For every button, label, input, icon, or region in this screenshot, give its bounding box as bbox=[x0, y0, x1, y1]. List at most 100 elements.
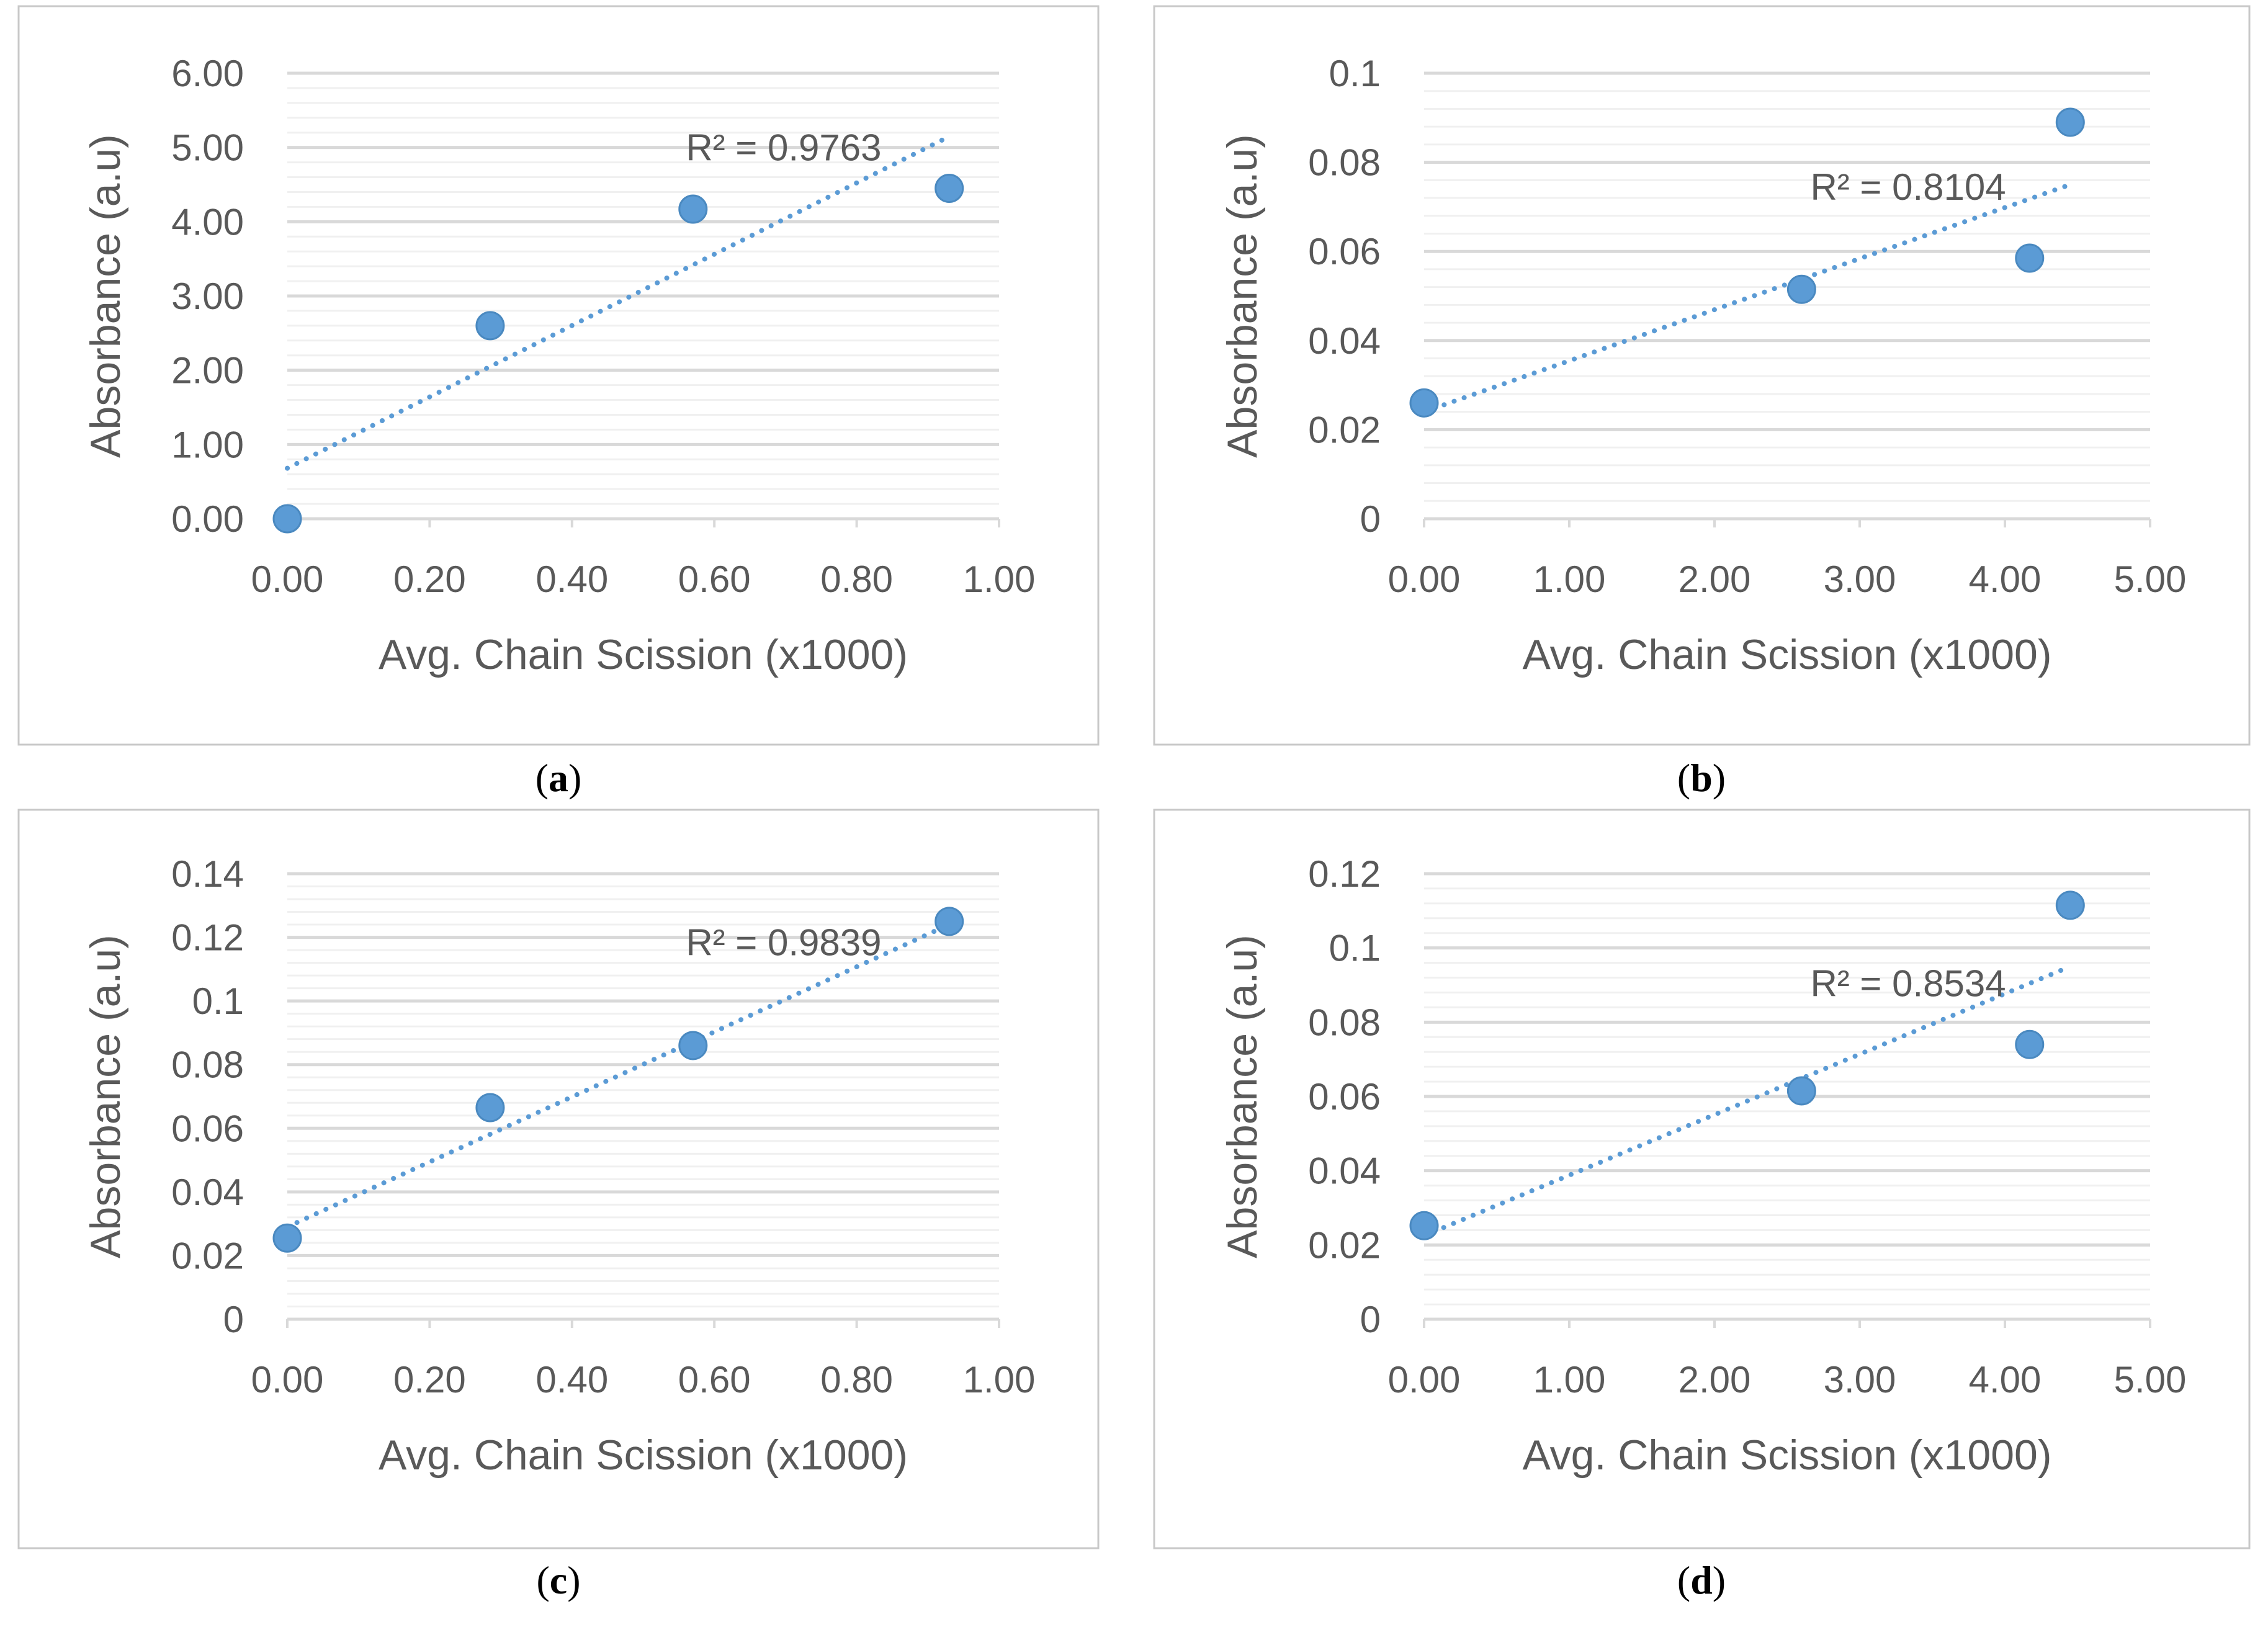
x-tick-label: 0.20 bbox=[393, 1359, 466, 1401]
data-point bbox=[2055, 890, 2085, 920]
x-tick-label: 0.40 bbox=[536, 1359, 608, 1401]
x-tick-label: 0.60 bbox=[678, 558, 751, 600]
y-tick-label: 0 bbox=[223, 1299, 244, 1340]
x-tick-label: 4.00 bbox=[1969, 558, 2042, 600]
x-tick-label: 5.00 bbox=[2114, 1359, 2187, 1401]
data-point bbox=[935, 173, 964, 203]
y-tick-label: 3.00 bbox=[171, 276, 244, 317]
data-point bbox=[678, 1031, 708, 1060]
x-tick-label: 0.00 bbox=[251, 1359, 324, 1401]
x-tick-label: 0.80 bbox=[820, 1359, 893, 1401]
data-point bbox=[935, 907, 964, 936]
y-tick-label: 0.14 bbox=[171, 853, 244, 895]
data-point bbox=[1786, 274, 1816, 304]
x-tick-label: 1.00 bbox=[1533, 1359, 1606, 1401]
y-tick-label: 0.1 bbox=[1329, 928, 1381, 969]
caption-letter: b bbox=[1690, 756, 1713, 800]
data-point bbox=[1409, 388, 1439, 418]
caption-close-paren: ) bbox=[1713, 756, 1726, 800]
caption-letter: d bbox=[1690, 1558, 1713, 1602]
x-axis-title: Avg. Chain Scission (x1000) bbox=[379, 631, 908, 678]
y-axis-title: Absorbance (a.u) bbox=[82, 935, 129, 1258]
r-squared-label: R² = 0.8534 bbox=[1810, 963, 2006, 1005]
r-squared-label: R² = 0.9839 bbox=[686, 921, 881, 963]
y-axis-title: Absorbance (a.u) bbox=[1219, 134, 1266, 458]
y-tick-label: 0.1 bbox=[1329, 53, 1381, 94]
x-tick-label: 1.00 bbox=[1533, 558, 1606, 600]
x-tick-label: 4.00 bbox=[1969, 1359, 2042, 1401]
x-tick-label: 1.00 bbox=[963, 558, 1036, 600]
chart-panel-c: 0 0.02 0.04 0.06 0.08 0.1 0.12 0.14 0.00 0.20 0.40… bbox=[17, 809, 1100, 1602]
r-squared-label: R² = 0.8104 bbox=[1810, 166, 2006, 208]
x-tick-label: 0.20 bbox=[393, 558, 466, 600]
x-axis-title: Avg. Chain Scission (x1000) bbox=[1523, 631, 2052, 678]
chart-panel-a: 0.00 1.00 2.00 3.00 4.00 5.00 6.00 0.00 0.20 0.40… bbox=[17, 5, 1100, 800]
y-tick-label: 1.00 bbox=[171, 424, 244, 465]
x-tick-label: 0.00 bbox=[1388, 1359, 1461, 1401]
y-tick-label: 0 bbox=[1360, 1299, 1381, 1340]
y-tick-label: 0.12 bbox=[1308, 853, 1381, 895]
panel-caption: (a) bbox=[536, 756, 582, 800]
x-axis-title: Avg. Chain Scission (x1000) bbox=[1523, 1432, 2052, 1479]
caption-letter: c bbox=[550, 1558, 567, 1602]
caption-open-paren: ( bbox=[1677, 1558, 1690, 1602]
y-tick-label: 0 bbox=[1360, 498, 1381, 540]
x-axis-title: Avg. Chain Scission (x1000) bbox=[379, 1432, 908, 1479]
x-tick-label: 0.00 bbox=[251, 558, 324, 600]
r-squared-label: R² = 0.9763 bbox=[686, 127, 881, 169]
trendline bbox=[1422, 964, 2073, 1239]
x-tick-label: 0.80 bbox=[820, 558, 893, 600]
panel-caption: (d) bbox=[1677, 1558, 1726, 1602]
x-tick-label: 2.00 bbox=[1679, 558, 1751, 600]
caption-close-paren: ) bbox=[567, 1558, 580, 1602]
data-point bbox=[2055, 107, 2085, 137]
data-point bbox=[2015, 1029, 2045, 1059]
data-point bbox=[475, 1093, 505, 1123]
panel-caption: (c) bbox=[536, 1558, 580, 1602]
caption-open-paren: ( bbox=[536, 1558, 549, 1602]
y-tick-label: 0.1 bbox=[192, 980, 244, 1022]
data-point bbox=[1409, 1211, 1439, 1240]
data-point bbox=[2015, 243, 2045, 273]
x-tick-label: 3.00 bbox=[1824, 558, 1896, 600]
y-tick-label: 0.08 bbox=[1308, 1002, 1381, 1043]
y-tick-label: 0.12 bbox=[171, 917, 244, 959]
chart-panel-d: 0 0.02 0.04 0.06 0.08 0.1 0.12 0.00 1.00 2.00 3.00… bbox=[1153, 809, 2251, 1602]
x-tick-label: 0.60 bbox=[678, 1359, 751, 1401]
x-tick-label: 0.00 bbox=[1388, 558, 1461, 600]
y-tick-label: 0.02 bbox=[171, 1235, 244, 1276]
y-axis-title: Absorbance (a.u) bbox=[1219, 935, 1266, 1258]
data-point bbox=[272, 504, 302, 534]
x-tick-label: 1.00 bbox=[963, 1359, 1036, 1401]
data-point bbox=[1786, 1076, 1816, 1106]
y-tick-label: 0.04 bbox=[171, 1172, 244, 1213]
panel-caption: (b) bbox=[1677, 756, 1726, 800]
y-tick-label: 0.02 bbox=[1308, 409, 1381, 450]
caption-letter: a bbox=[549, 756, 568, 800]
y-tick-label: 0.04 bbox=[1308, 1150, 1381, 1192]
x-tick-label: 3.00 bbox=[1824, 1359, 1896, 1401]
y-tick-label: 0.06 bbox=[1308, 1076, 1381, 1118]
y-tick-label: 0.02 bbox=[1308, 1224, 1381, 1266]
trendline bbox=[285, 925, 945, 1230]
data-point bbox=[475, 311, 505, 341]
y-tick-label: 0.04 bbox=[1308, 320, 1381, 362]
caption-open-paren: ( bbox=[1677, 756, 1690, 800]
y-tick-label: 5.00 bbox=[171, 127, 244, 169]
y-tick-label: 6.00 bbox=[171, 53, 244, 94]
data-point bbox=[678, 194, 708, 224]
chart-panel-b: 0 0.02 0.04 0.06 0.08 0.1 0.00 1.00 2.00 3.00 4.00… bbox=[1153, 5, 2251, 800]
y-axis-title: Absorbance (a.u) bbox=[82, 134, 129, 458]
caption-close-paren: ) bbox=[568, 756, 581, 800]
caption-close-paren: ) bbox=[1713, 1558, 1726, 1602]
y-tick-label: 0.08 bbox=[1308, 142, 1381, 184]
y-tick-label: 0.06 bbox=[171, 1108, 244, 1149]
y-tick-label: 0.06 bbox=[1308, 231, 1381, 272]
x-tick-label: 5.00 bbox=[2114, 558, 2187, 600]
caption-open-paren: ( bbox=[536, 756, 549, 800]
y-tick-label: 0.08 bbox=[171, 1044, 244, 1086]
chart-frame bbox=[17, 5, 1100, 746]
trendline bbox=[1422, 182, 2073, 415]
x-tick-label: 0.40 bbox=[536, 558, 608, 600]
